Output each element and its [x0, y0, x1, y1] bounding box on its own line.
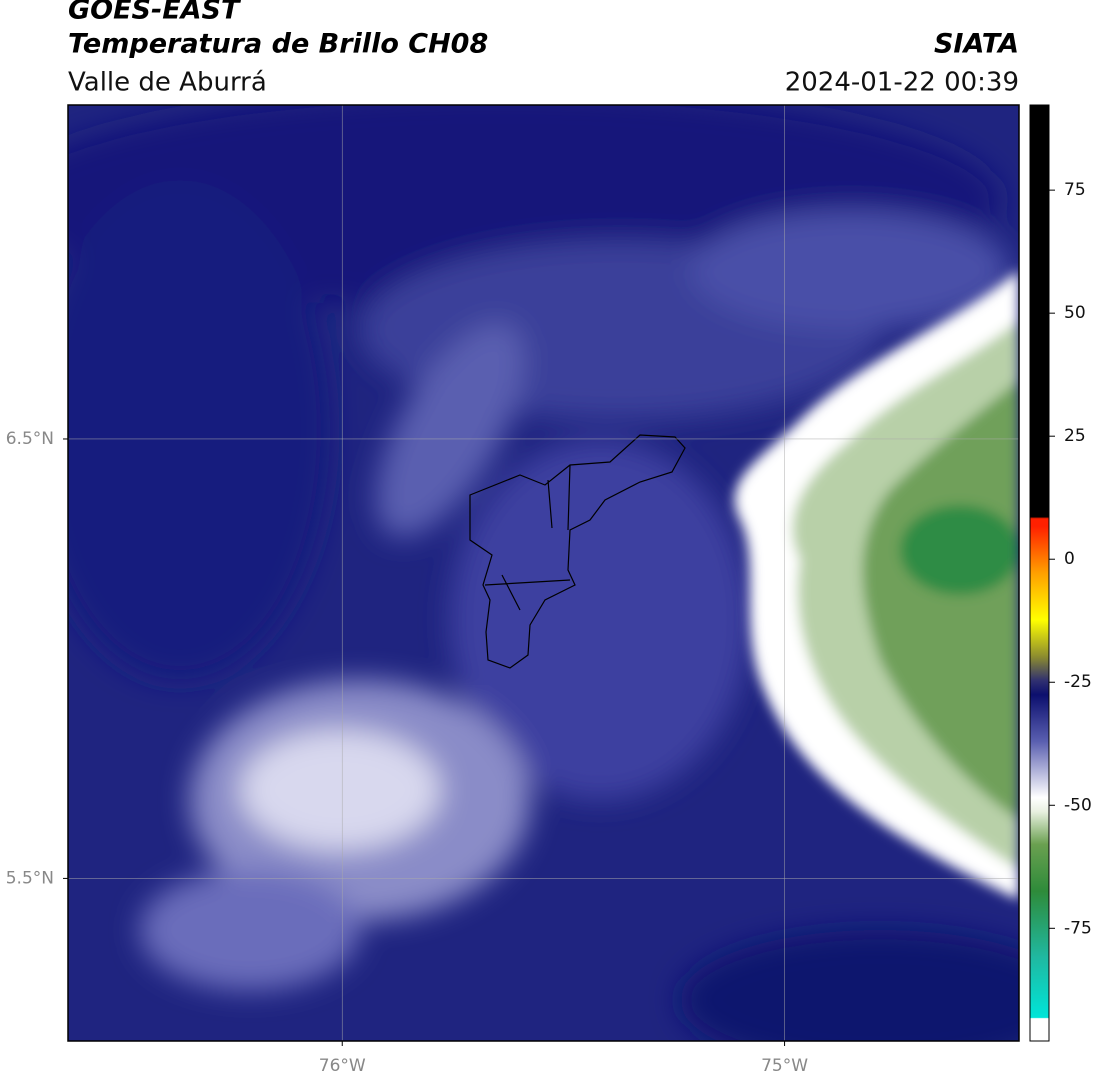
- colorbar-tick-label: -50: [1064, 795, 1092, 815]
- timestamp: 2024-01-22 00:39: [785, 68, 1019, 98]
- colorbar: [1029, 104, 1050, 1042]
- colorbar-tick-label: 0: [1064, 549, 1075, 569]
- colorbar-tick-label: 25: [1064, 426, 1086, 446]
- map-frame: [67, 104, 1020, 1042]
- region: Valle de Aburrá: [68, 68, 267, 98]
- colorbar-tick-label: -75: [1064, 918, 1092, 938]
- subtitle: Temperatura de Brillo CH08: [68, 29, 488, 60]
- x-tick-label: 75°W: [761, 1056, 808, 1076]
- y-tick-label: 5.5°N: [6, 868, 54, 888]
- map-field: [68, 105, 1019, 1041]
- x-tick-label: 76°W: [319, 1056, 366, 1076]
- colorbar-tick-label: 50: [1064, 303, 1086, 323]
- title: GOES-EAST: [68, 0, 242, 26]
- colorbar-tick-label: -25: [1064, 672, 1092, 692]
- source: SIATA: [934, 29, 1019, 60]
- y-tick-label: 6.5°N: [6, 429, 54, 449]
- colorbar-tick-label: 75: [1064, 180, 1086, 200]
